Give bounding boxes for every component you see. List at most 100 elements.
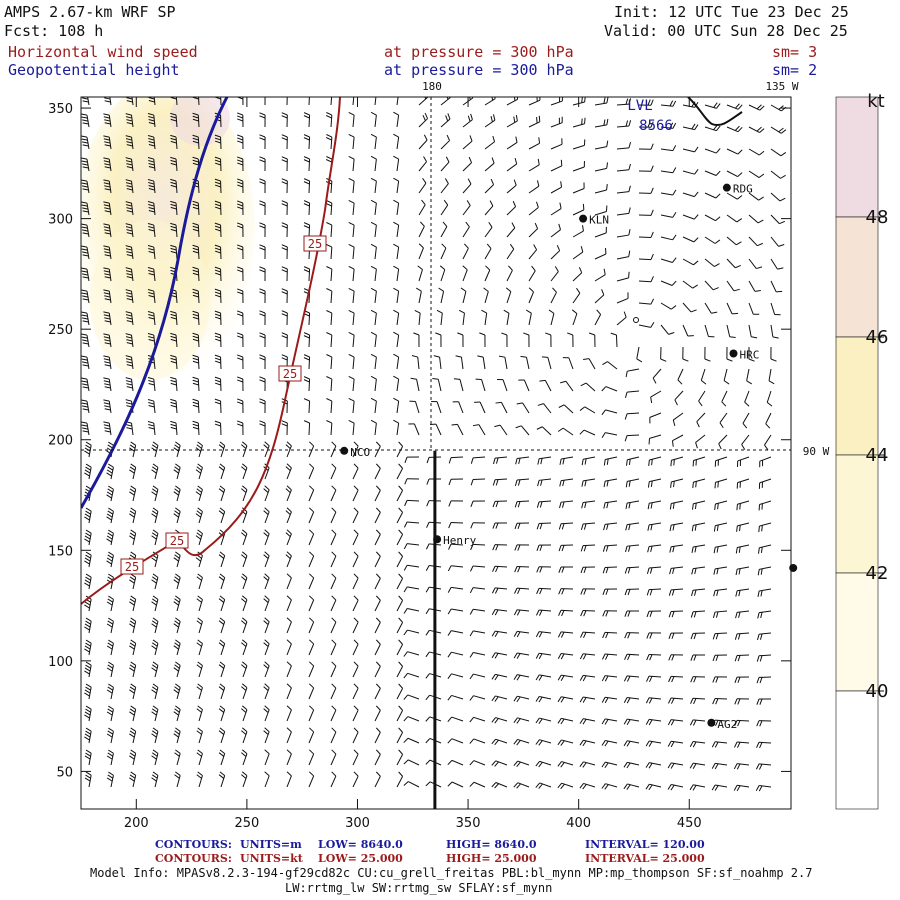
wind-barb [513,652,530,659]
station-label: NCO [350,446,370,459]
wind-barb [558,588,574,595]
contour2-label: CONTOURS: [155,852,232,865]
wind-barb [396,441,404,458]
wind-barb [147,421,156,436]
wind-barb [601,432,618,438]
wind-barb [668,632,684,639]
wind-barb [458,309,465,326]
wind-barb [237,156,244,172]
wind-barb [84,683,92,700]
open-station-marker [633,317,639,323]
wind-barb [84,639,92,656]
contour-label-25-a: 25 [308,237,322,251]
wind-barb [393,111,400,128]
wind-barb [603,500,618,509]
wind-barb [506,157,518,172]
wind-barb [484,200,494,216]
wind-barb [303,398,311,414]
wind-barb [602,631,618,639]
wind-barb [348,111,355,128]
contour1-interval: INTERVAL= 120.00 [585,838,705,851]
wind-barb [393,133,400,150]
wind-barb [477,355,486,370]
wind-barb [469,565,486,572]
wind-barb [403,759,420,766]
wind-barb [704,236,721,244]
wind-barb [704,302,718,314]
wind-barb [770,302,781,316]
wind-barb [483,287,489,304]
wind-barb [712,676,728,683]
wind-barb [638,99,654,106]
contour-labels: 25 25 25 25 [120,235,327,575]
wind-barb [491,738,508,746]
wind-barb [151,485,159,502]
wind-barb [669,544,684,553]
wind-barb [393,353,400,370]
wind-barb [594,118,609,128]
wind-barb [173,485,181,502]
wind-barb [411,355,420,370]
wind-barb [436,309,443,326]
wind-barb [756,676,772,684]
wind-barb [125,289,134,304]
wind-barb [285,529,292,546]
wind-barb [526,309,532,326]
wind-barb [370,265,377,282]
wind-barb [264,97,266,106]
wind-barb [129,573,137,590]
wind-barb [691,588,706,597]
wind-barb [170,376,178,392]
wind-barb [393,287,400,304]
wind-barb [447,673,464,679]
wind-barb [457,332,464,348]
wind-barb [418,97,429,106]
wind-barb [404,478,420,485]
wind-barb [602,361,618,370]
wind-barb [330,617,337,634]
wind-barb [528,180,540,194]
wind-barb [370,221,377,238]
wind-barb [623,696,640,704]
wind-barb [558,404,574,414]
wind-barb [81,399,90,414]
wind-barb [528,244,538,260]
wind-barb [393,265,400,282]
wind-barb [148,97,156,106]
wind-barb [396,573,404,590]
wind-barb [491,652,508,659]
wind-barb [704,102,721,109]
wind-barb [129,529,137,546]
wind-barb [84,617,92,634]
wind-barb [192,332,200,348]
wind-barb [674,390,684,406]
wind-barb [765,412,772,429]
wind-barb [214,332,222,348]
wind-barb [125,333,134,348]
wind-barb [668,588,684,596]
wind-barb [626,456,640,466]
wind-barb [106,485,114,502]
y-tick-label: 300 [48,213,73,228]
wind-barb [81,245,90,260]
wind-barb [735,544,750,554]
wind-barb [330,485,337,502]
wind-barb [581,456,596,466]
wind-barb [214,288,222,304]
wind-barb [535,782,552,789]
wind-barb [594,289,605,304]
wind-barb [326,376,333,392]
wind-barb [748,302,760,315]
wind-barb [348,331,355,348]
init-time: Init: 12 UTC Tue 23 Dec 25 [614,3,849,21]
wind-barb [370,353,377,370]
wind-barb [147,135,156,150]
wind-barb [470,456,486,464]
wind-barb [506,97,519,106]
wind-barb [537,403,552,414]
colorbar: 48 46 44 42 40 [835,96,888,810]
wind-barb [103,135,112,150]
wind-barb [241,705,248,722]
colorbar-segment [835,690,879,810]
wind-barb [103,355,112,370]
